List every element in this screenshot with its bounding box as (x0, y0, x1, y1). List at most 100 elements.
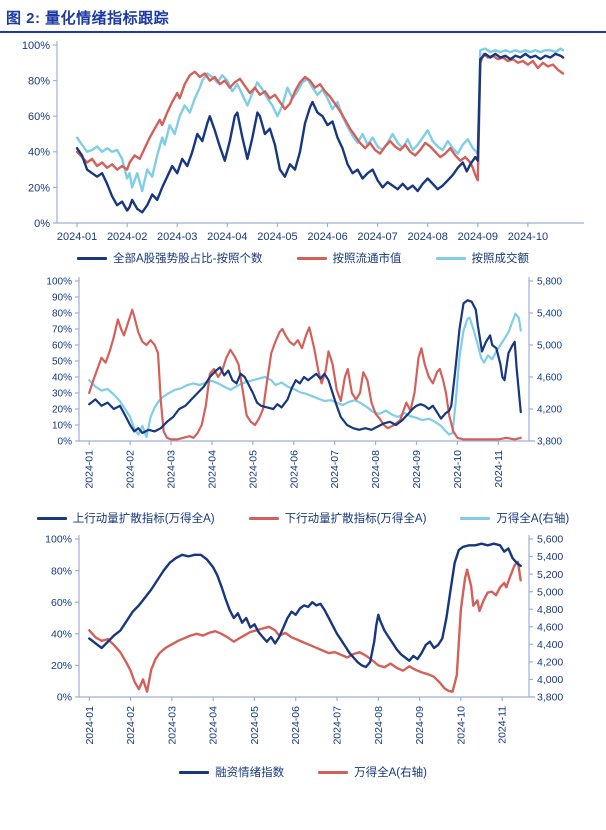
legend-item: 万得全A(右轴) (318, 764, 427, 780)
x-tick-label: 2024-01 (84, 706, 96, 745)
legend-line-swatch (296, 256, 327, 260)
x-tick-label: 2024-06 (288, 450, 300, 489)
x-tick-label: 2024-01 (57, 231, 97, 243)
legend-line-swatch (77, 256, 107, 260)
y-left-tick-label: 30% (52, 389, 72, 400)
x-tick-label: 2024-04 (208, 706, 220, 745)
y-right-tick-label: 4,200 (537, 405, 562, 416)
y-left-tick-label: 0% (57, 692, 72, 704)
chart-legend: 上行动量扩散指标(万得全A) 下行动量扩散指标(万得全A) 万得全A(右轴) (0, 507, 606, 529)
x-tick-label: 2024-05 (249, 706, 261, 745)
x-tick-label: 2024-07 (329, 450, 341, 489)
y-left-tick-label: 0% (58, 437, 73, 448)
y-left-tick-label: 40% (52, 373, 72, 384)
y-left-tick-label: 100% (45, 534, 72, 546)
y-left-tick-label: 70% (52, 325, 72, 336)
y-left-tick-label: 20% (52, 405, 72, 416)
legend-line-swatch (318, 770, 349, 774)
series-line (88, 542, 522, 669)
x-tick-label: 2024-02 (125, 450, 137, 489)
legend-label: 按照流通市值 (332, 253, 402, 265)
legend-label: 万得全A(右轴) (354, 767, 427, 779)
y-right-tick-label: 5,000 (537, 341, 562, 352)
legend-label: 上行动量扩散指标(万得全A) (72, 513, 215, 525)
chart-momentum-diffusion: 100% 90% 80% 70% 60% 50% 40% 30% 20% 10% 0% 5,800 5,… (0, 269, 606, 529)
legend-label: 下行动量扩散指标(万得全A) (284, 513, 427, 525)
y-left-tick-label: 80% (28, 75, 50, 87)
x-tick-label: 2024-05 (257, 231, 297, 243)
line-chart-svg: 100% 80% 60% 40% 20% 0% 5,600 5,400 5,200 5,000 4,… (45, 534, 563, 745)
x-tick-label: 2024-03 (166, 450, 178, 489)
x-tick-label: 2024-07 (357, 231, 397, 243)
x-tick-label: 2024-06 (290, 706, 302, 745)
series-line (88, 308, 522, 441)
legend-label: 全部A股强势股占比-按照个数 (113, 253, 263, 265)
x-tick-label: 2024-07 (332, 706, 344, 745)
legend-item: 万得全A(右轴) (460, 510, 569, 526)
y-right-tick-label: 3,800 (537, 437, 562, 448)
x-tick-label: 2024-06 (307, 231, 347, 243)
x-tick-label: 2024-02 (125, 706, 137, 745)
y-left-tick-label: 80% (51, 565, 72, 577)
y-right-tick-label: 5,000 (537, 586, 563, 598)
y-left-tick-label: 40% (51, 628, 72, 640)
x-tick-label: 2024-11 (493, 450, 505, 488)
series-line (88, 299, 522, 435)
y-right-tick-label: 4,600 (537, 373, 562, 384)
y-right-tick-label: 5,800 (537, 277, 562, 288)
series-line (88, 560, 522, 693)
y-right-tick-label: 3,800 (537, 692, 563, 704)
x-tick-label: 2024-08 (408, 231, 448, 243)
y-left-tick-label: 60% (28, 111, 50, 123)
x-tick-label: 2024-01 (84, 450, 96, 489)
series-line (88, 312, 522, 439)
x-tick-label: 2024-10 (455, 706, 467, 745)
y-left-tick-label: 40% (28, 147, 50, 159)
y-left-tick-label: 90% (52, 293, 72, 304)
series-line (75, 52, 565, 182)
x-tick-label: 2024-02 (107, 231, 147, 243)
chart-strong-stock-ratio: 100% 80% 60% 40% 20% 0% 2024-01 2024-02 2024-03 2… (0, 33, 606, 269)
y-right-tick-label: 5,200 (537, 569, 563, 581)
legend-line-swatch (460, 516, 491, 520)
y-left-tick-label: 60% (51, 597, 72, 609)
charts-container: 100% 80% 60% 40% 20% 0% 2024-01 2024-02 2024-03 2… (0, 33, 606, 783)
y-left-tick-label: 0% (34, 218, 50, 230)
y-left-tick-label: 20% (51, 660, 72, 672)
figure-title: 图 2: 量化情绪指标跟踪 (6, 10, 170, 27)
legend-line-swatch (36, 516, 67, 520)
y-right-tick-label: 4,000 (537, 674, 563, 686)
y-right-tick-label: 5,400 (537, 309, 562, 320)
legend-label: 融资情绪指数 (215, 767, 285, 779)
y-right-tick-label: 4,200 (537, 657, 563, 669)
legend-label: 按照成交额 (471, 253, 530, 265)
y-left-tick-label: 50% (52, 357, 72, 368)
x-tick-label: 2024-05 (247, 450, 259, 489)
x-tick-label: 2024-09 (414, 706, 426, 745)
legend-item: 上行动量扩散指标(万得全A) (36, 510, 215, 526)
legend-item: 按照流通市值 (296, 250, 402, 266)
x-tick-label: 2024-10 (452, 450, 464, 489)
x-tick-label: 2024-08 (370, 450, 382, 489)
x-tick-label: 2024-10 (508, 231, 548, 243)
figure-title-bar: 图 2: 量化情绪指标跟踪 (0, 0, 606, 33)
x-tick-label: 2024-09 (458, 231, 498, 243)
x-tick-label: 2024-08 (373, 706, 385, 745)
legend-item: 下行动量扩散指标(万得全A) (248, 510, 427, 526)
x-tick-label: 2024-03 (166, 706, 178, 745)
y-left-tick-label: 20% (28, 182, 50, 194)
legend-item: 按照成交额 (435, 250, 530, 266)
y-left-tick-label: 10% (52, 421, 72, 432)
x-tick-label: 2024-09 (411, 450, 423, 489)
y-right-tick-label: 4,800 (537, 604, 563, 616)
chart-financing-sentiment: 100% 80% 60% 40% 20% 0% 5,600 5,400 5,200 5,000 4,… (0, 529, 606, 783)
chart-legend: 融资情绪指数 万得全A(右轴) (0, 761, 606, 783)
y-right-tick-label: 5,400 (537, 551, 563, 563)
report-figure: 图 2: 量化情绪指标跟踪 100% 80% 60% 40% 20% 0% 2024-01 2… (0, 0, 606, 783)
legend-line-swatch (179, 770, 210, 774)
x-tick-label: 2024-11 (497, 706, 509, 744)
series-line (75, 52, 565, 214)
series-line (75, 47, 565, 193)
x-tick-label: 2024-04 (206, 450, 218, 489)
y-left-tick-label: 60% (52, 341, 72, 352)
